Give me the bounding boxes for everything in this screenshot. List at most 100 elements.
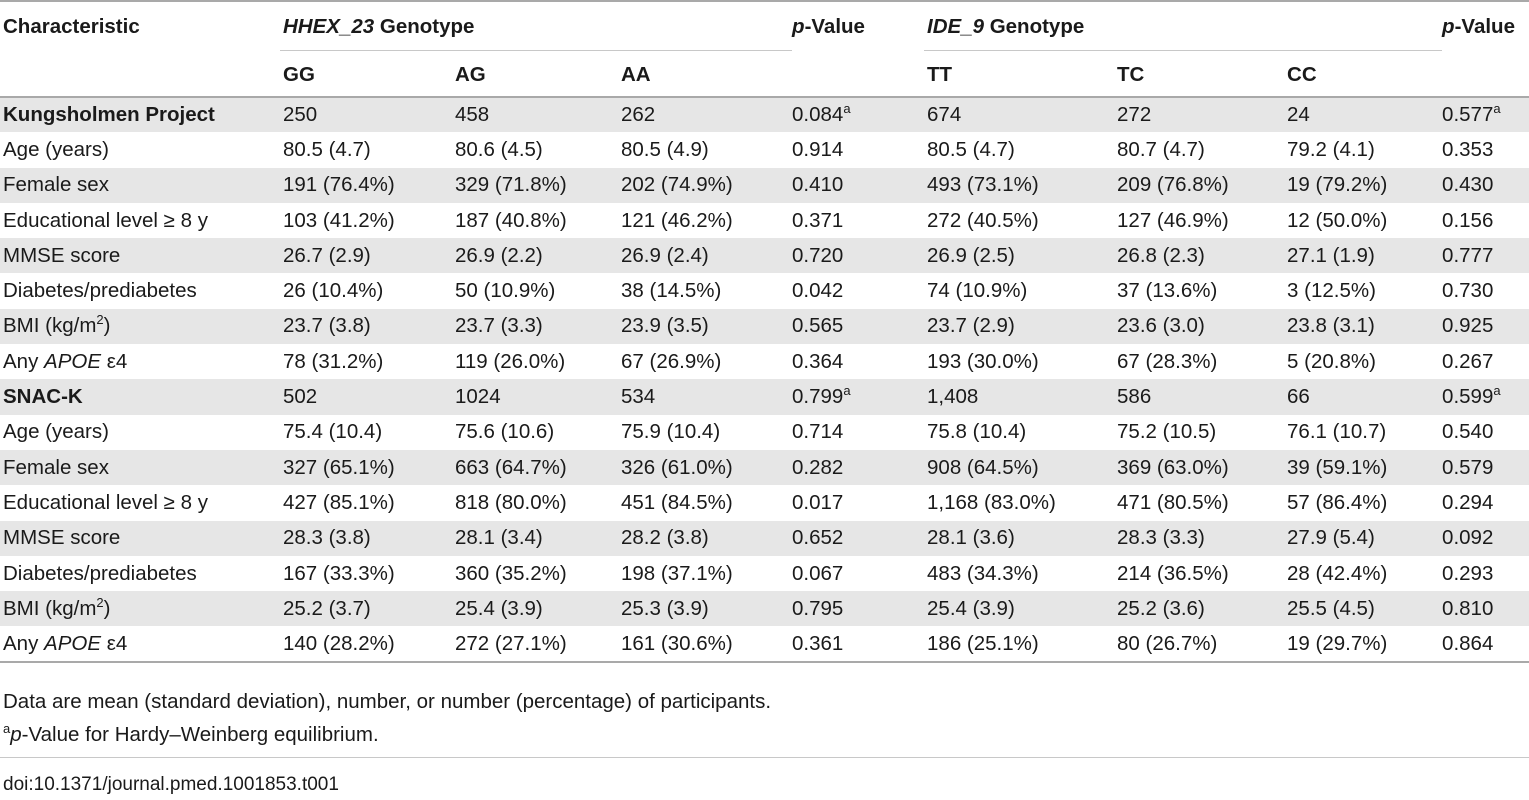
cell-value: 0.267 [1442,349,1494,373]
cell-value: 39 (59.1%) [1287,455,1388,479]
cell-value: 26 (10.4%) [283,279,384,303]
table-cell: 161 (30.6%) [618,626,792,661]
table-cell: 80.7 (4.7) [1114,132,1284,167]
table-cell: 369 (63.0%) [1114,450,1284,485]
hhex-gene-name: HHEX_23 [283,15,375,38]
p-rest: -Value [1454,15,1515,38]
table-row: BMI (kg/m2) 23.7 (3.8) 23.7 (3.3) 23.9 (3.5… [0,308,1529,345]
table-cell: 0.042 [792,273,924,308]
table-cell: 50 (10.9%) [452,273,618,308]
cell-value: 502 [283,385,318,409]
cell-value: 78 (31.2%) [283,349,384,373]
table-cell: 28.1 (3.4) [452,521,618,556]
footnote-mark: a [3,721,11,737]
row-label-text: BMI (kg/m [3,596,97,620]
cell-value: 25.2 (3.6) [1117,596,1205,620]
cell-value: 0.730 [1442,279,1494,303]
cell-value: 0.361 [792,631,844,655]
table-cell: 75.4 (10.4) [280,415,452,450]
cell-value: 12 (50.0%) [1287,208,1388,232]
table-cell: 25.3 (3.9) [618,591,792,626]
table-cell: 28.3 (3.3) [1114,521,1284,556]
table-cell: 28 (42.4%) [1284,556,1442,591]
table-row: Female sex 327 (65.1%) 663 (64.7%) 326 (61.… [0,449,1529,486]
row-label-text: Educational level ≥ 8 y [3,208,208,232]
cell-value: 80.5 (4.7) [283,137,371,161]
row-label-text: Any [3,349,45,373]
table-cell: 193 (30.0%) [924,344,1114,379]
table-cell: 12 (50.0%) [1284,203,1442,238]
table-cell: 167 (33.3%) [280,556,452,591]
table-cell: 674 [924,97,1114,132]
row-label: Educational level ≥ 8 y [0,485,280,520]
cell-value: 1024 [455,385,501,409]
table-cell: 127 (46.9%) [1114,203,1284,238]
table-cell: 75.2 (10.5) [1114,415,1284,450]
row-label-text: BMI (kg/m [3,314,97,338]
row-label: Kungsholmen Project [0,97,280,132]
table-cell: 23.7 (3.3) [452,309,618,344]
cell-value: 663 (64.7%) [455,455,567,479]
cell-value: 103 (41.2%) [283,208,395,232]
cell-value: 427 (85.1%) [283,490,395,514]
cell-value: 28.3 (3.8) [283,526,371,550]
cell-value: 186 (25.1%) [927,631,1039,655]
header-ag: AG [455,62,486,86]
table-cell: 0.410 [792,168,924,203]
cell-value: 28.2 (3.8) [621,526,709,550]
cell-value: 0.282 [792,455,844,479]
table-cell: 80.6 (4.5) [452,132,618,167]
cell-value: 327 (65.1%) [283,455,395,479]
cell-value: 80.6 (4.5) [455,137,543,161]
table-cell: 0.565 [792,309,924,344]
table-cell: 0.293 [1442,556,1529,591]
table-cell: 23.8 (3.1) [1284,309,1442,344]
table-cell: 451 (84.5%) [618,485,792,520]
footnote-text: -Value for Hardy–Weinberg equilibrium. [21,723,379,746]
row-label-text: Diabetes/prediabetes [3,279,197,303]
row-label: Any APOE ε4 [0,626,280,661]
row-label-suffix: ε4 [101,349,128,373]
table-cell: 0.730 [1442,273,1529,308]
table-cell: 79.2 (4.1) [1284,132,1442,167]
table-cell: 458 [452,97,618,132]
cell-value: 28.1 (3.4) [455,526,543,550]
footnote-mark: a [1493,101,1501,117]
table-cell: 663 (64.7%) [452,450,618,485]
table-cell: 0.361 [792,626,924,661]
cell-value: 0.156 [1442,208,1494,232]
row-label-text: MMSE score [3,526,121,550]
cell-value: 50 (10.9%) [455,279,556,303]
cell-value: 0.067 [792,561,844,585]
table-cell: 38 (14.5%) [618,273,792,308]
row-label-superscript: 2 [96,312,104,328]
cell-value: 67 (26.9%) [621,349,722,373]
cell-value: 674 [927,103,962,127]
table-cell: 23.6 (3.0) [1114,309,1284,344]
table-cell: 80.5 (4.9) [618,132,792,167]
row-label: Age (years) [0,415,280,450]
table-cell: 272 [1114,97,1284,132]
note-footnote-a: ap-Value for Hardy–Weinberg equilibrium. [3,718,771,751]
table-cell: 80.5 (4.7) [924,132,1114,167]
row-label: Any APOE ε4 [0,344,280,379]
table-cell: 0.267 [1442,344,1529,379]
table-cell: 74 (10.9%) [924,273,1114,308]
header-p-value-hhex: p-Value [792,1,924,50]
table-cell: 202 (74.9%) [618,168,792,203]
doi-link[interactable]: doi:10.1371/journal.pmed.1001853.t001 [3,774,339,795]
table-cell: 272 (40.5%) [924,203,1114,238]
cell-value: 23.6 (3.0) [1117,314,1205,338]
table-cell: 39 (59.1%) [1284,450,1442,485]
table-cell: 25.4 (3.9) [452,591,618,626]
cell-value: 0.864 [1442,631,1494,655]
table-cell: 272 (27.1%) [452,626,618,661]
table-cell: 329 (71.8%) [452,168,618,203]
cell-value: 80.5 (4.7) [927,137,1015,161]
cell-value: 0.795 [792,596,844,620]
cell-value: 24 [1287,103,1310,127]
table-cell: 26 (10.4%) [280,273,452,308]
cell-value: 0.410 [792,173,844,197]
cell-value: 80.7 (4.7) [1117,137,1205,161]
